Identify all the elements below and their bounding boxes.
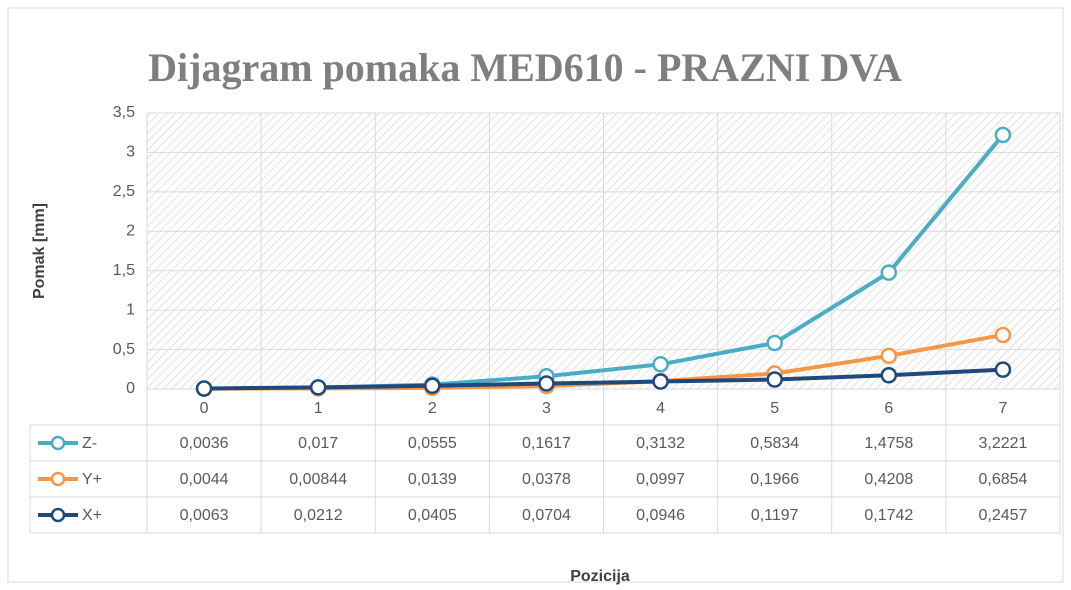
y-tick-label: 0,5 bbox=[113, 341, 135, 358]
table-cell: 0,0704 bbox=[522, 507, 571, 524]
table-cell: 0,4208 bbox=[864, 471, 913, 488]
table-cell: 0,0378 bbox=[522, 471, 571, 488]
table-cell: 0,0946 bbox=[636, 507, 685, 524]
legend-marker bbox=[50, 435, 66, 451]
x-tick-label: 4 bbox=[656, 400, 665, 417]
marker bbox=[766, 334, 783, 352]
table-cell: 0,1197 bbox=[751, 507, 799, 524]
x-tick-label: 5 bbox=[770, 400, 779, 417]
y-tick-label: 1 bbox=[126, 301, 135, 318]
legend-label: Z- bbox=[82, 435, 97, 452]
marker bbox=[424, 377, 441, 395]
table-cell: 0,0555 bbox=[408, 435, 457, 452]
x-tick-label: 1 bbox=[314, 400, 323, 417]
marker bbox=[766, 371, 783, 388]
y-tick-label: 3,5 bbox=[113, 104, 135, 121]
y-tick-label: 3 bbox=[126, 144, 135, 161]
table-cell: 0,00844 bbox=[289, 471, 347, 488]
marker bbox=[652, 373, 669, 390]
x-axis-title: Pozicija bbox=[570, 568, 630, 585]
table-cell: 0,0139 bbox=[408, 471, 457, 488]
y-axis-title: Pomak [mm] bbox=[31, 203, 48, 299]
chart-title: Dijagram pomaka MED610 - PRAZNI DVA bbox=[148, 45, 902, 90]
table-cell: 0,1742 bbox=[864, 507, 913, 524]
legend-label: X+ bbox=[82, 507, 102, 524]
table-cell: 1,4758 bbox=[864, 435, 913, 452]
marker bbox=[880, 347, 898, 365]
x-tick-label: 0 bbox=[200, 400, 209, 417]
table-cell: 0,6854 bbox=[978, 471, 1027, 488]
x-tick-label: 7 bbox=[998, 400, 1007, 417]
legend-marker bbox=[50, 471, 66, 487]
table-cell: 0,0405 bbox=[408, 507, 457, 524]
table-cell: 0,0212 bbox=[294, 507, 343, 524]
table-cell: 0,1966 bbox=[750, 471, 799, 488]
table-cell: 0,5834 bbox=[750, 435, 799, 452]
marker bbox=[309, 379, 327, 396]
line-series bbox=[204, 367, 1004, 391]
y-tick-label: 2,5 bbox=[113, 183, 135, 200]
marker bbox=[880, 367, 898, 384]
table-cell: 0,0036 bbox=[180, 435, 229, 452]
table-cell: 0,3132 bbox=[636, 435, 685, 452]
table-cell: 0,0044 bbox=[180, 471, 229, 488]
marker bbox=[994, 326, 1012, 344]
marker bbox=[652, 356, 669, 373]
marker bbox=[880, 264, 898, 281]
table-cell: 0,1617 bbox=[522, 435, 571, 452]
x-tick-label: 6 bbox=[884, 400, 893, 417]
y-tick-label: 2 bbox=[126, 223, 135, 240]
marker bbox=[994, 361, 1012, 378]
table-cell: 0,017 bbox=[298, 435, 338, 452]
x-tick-label: 3 bbox=[542, 400, 551, 417]
marker bbox=[195, 380, 213, 397]
y-tick-label: 0 bbox=[126, 380, 135, 397]
marker bbox=[994, 126, 1012, 144]
table-cell: 0,2457 bbox=[978, 507, 1027, 524]
x-tick-label: 2 bbox=[428, 400, 437, 417]
table-cell: 0,0997 bbox=[636, 471, 685, 488]
legend-label: Y+ bbox=[82, 471, 102, 488]
y-tick-label: 1,5 bbox=[113, 262, 135, 279]
legend-marker bbox=[50, 507, 66, 523]
marker bbox=[538, 375, 555, 392]
table-cell: 0,0063 bbox=[180, 507, 229, 524]
table-cell: 3,2221 bbox=[978, 435, 1027, 452]
